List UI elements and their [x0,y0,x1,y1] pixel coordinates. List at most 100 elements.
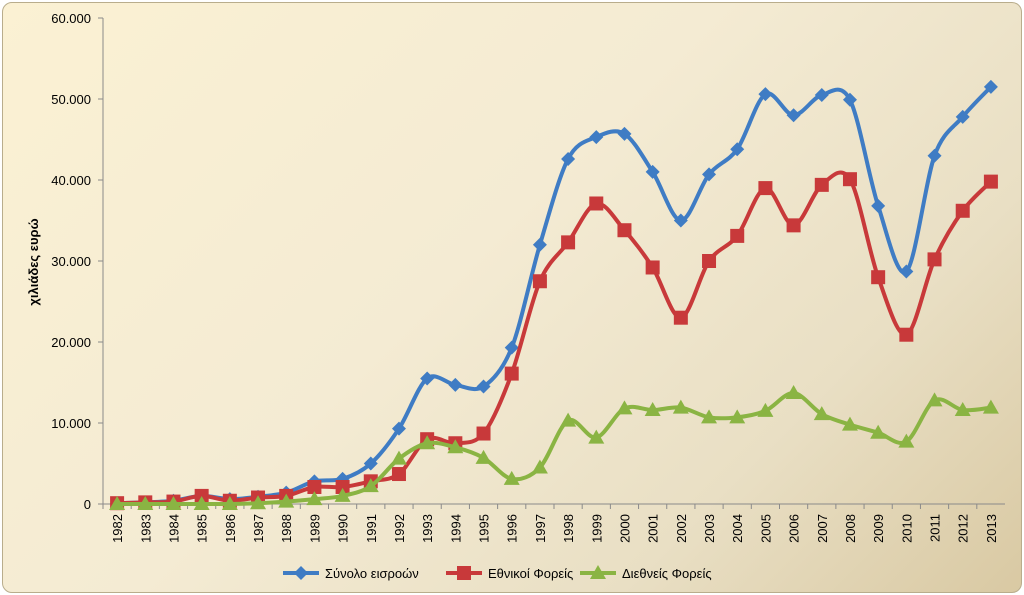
data-point [616,400,633,415]
data-point [362,478,379,493]
x-tick-label: 2004 [730,514,745,543]
data-point [841,416,858,431]
data-point [842,92,857,107]
data-point [307,479,322,494]
legend-label: Εθνικοί Φορείς [488,566,573,581]
data-point [730,228,745,243]
x-tick-label: 1985 [195,514,210,543]
x-tick-label: 1994 [448,514,463,543]
data-point [758,87,773,102]
y-tick-label: 0 [84,497,91,512]
data-point [927,252,942,267]
data-point [926,392,943,407]
x-tick-label: 2006 [787,514,802,543]
x-tick-label: 1991 [364,514,379,543]
x-tick-label: 2000 [617,514,632,543]
data-point [617,223,632,238]
x-tick-label: 2005 [758,514,773,543]
data-point [503,470,520,485]
x-tick-label: 2009 [871,514,886,543]
y-tick-label: 60.000 [51,11,91,26]
legend: Σύνολο εισροών Εθνικοί Φορείς Διεθνείς Φορ… [283,565,712,581]
data-point [306,491,323,506]
data-point [617,126,632,141]
data-point [983,79,998,94]
data-point [871,270,886,285]
x-tick-label: 1984 [166,514,181,543]
y-tick-label: 50.000 [51,92,91,107]
data-point [786,218,801,233]
data-point [672,399,689,414]
x-tick-label: 2010 [899,514,914,543]
data-point [954,402,971,417]
data-point [561,151,576,166]
data-point [870,424,887,439]
data-point [588,429,605,444]
data-point [813,406,830,421]
data-point [730,142,745,157]
data-point [589,130,604,145]
data-point [561,235,576,250]
legend-marker [294,566,308,580]
data-point [702,167,717,182]
x-tick-label: 2013 [984,514,999,543]
x-tick-label: 1993 [420,514,435,543]
series-line [117,170,993,506]
data-point [476,426,491,441]
x-tick-label: 2002 [674,514,689,543]
data-point [391,421,406,436]
data-point [193,496,210,510]
x-tick-label: 1990 [336,514,351,543]
x-tick-label: 1982 [110,514,125,543]
data-point [109,496,126,510]
data-point [927,148,942,163]
data-point [899,327,914,342]
x-tick-label: 2003 [702,514,717,543]
data-point [390,450,407,465]
data-point [504,340,519,355]
data-point [504,366,519,381]
data-point [165,496,182,510]
x-tick-label: 1996 [505,514,520,543]
data-point [983,174,998,189]
axes: 0 10.000 20.000 30.000 40.000 50.000 60.000 198… [51,11,1005,543]
data-point [363,456,378,471]
series-1 [110,170,998,511]
y-tick-label: 40.000 [51,173,91,188]
data-point [475,449,492,464]
data-point [955,203,970,218]
data-point [391,467,406,482]
data-point [673,310,688,325]
x-tick-label: 1983 [138,514,153,543]
x-tick-label: 1992 [392,514,407,543]
legend-marker [457,566,471,580]
y-tick-label: 20.000 [51,335,91,350]
data-point [785,385,802,400]
data-point [758,181,773,196]
y-tick-label: 10.000 [51,416,91,431]
data-point [278,493,295,508]
data-point [532,237,547,252]
data-point [137,496,154,510]
data-point [221,496,238,510]
x-tick-label: 1999 [589,514,604,543]
legend-label: Σύνολο εισροών [325,566,419,581]
data-point [814,177,829,192]
data-point [532,274,547,289]
data-point [194,488,209,503]
data-point [757,402,774,417]
legend-item: Σύνολο εισροών [283,566,419,581]
data-point [448,377,463,392]
data-point [419,435,436,450]
data-point [335,479,350,494]
x-tick-label: 1997 [533,514,548,543]
x-tick-label: 2001 [646,514,661,543]
legend-item: Διεθνείς Φορείς [580,565,712,581]
series-2 [109,385,999,510]
data-point [955,109,970,124]
x-tick-label: 1989 [307,514,322,543]
data-point [644,402,661,417]
x-tick-label: 2008 [843,514,858,543]
x-tick-label: 1987 [251,514,266,543]
